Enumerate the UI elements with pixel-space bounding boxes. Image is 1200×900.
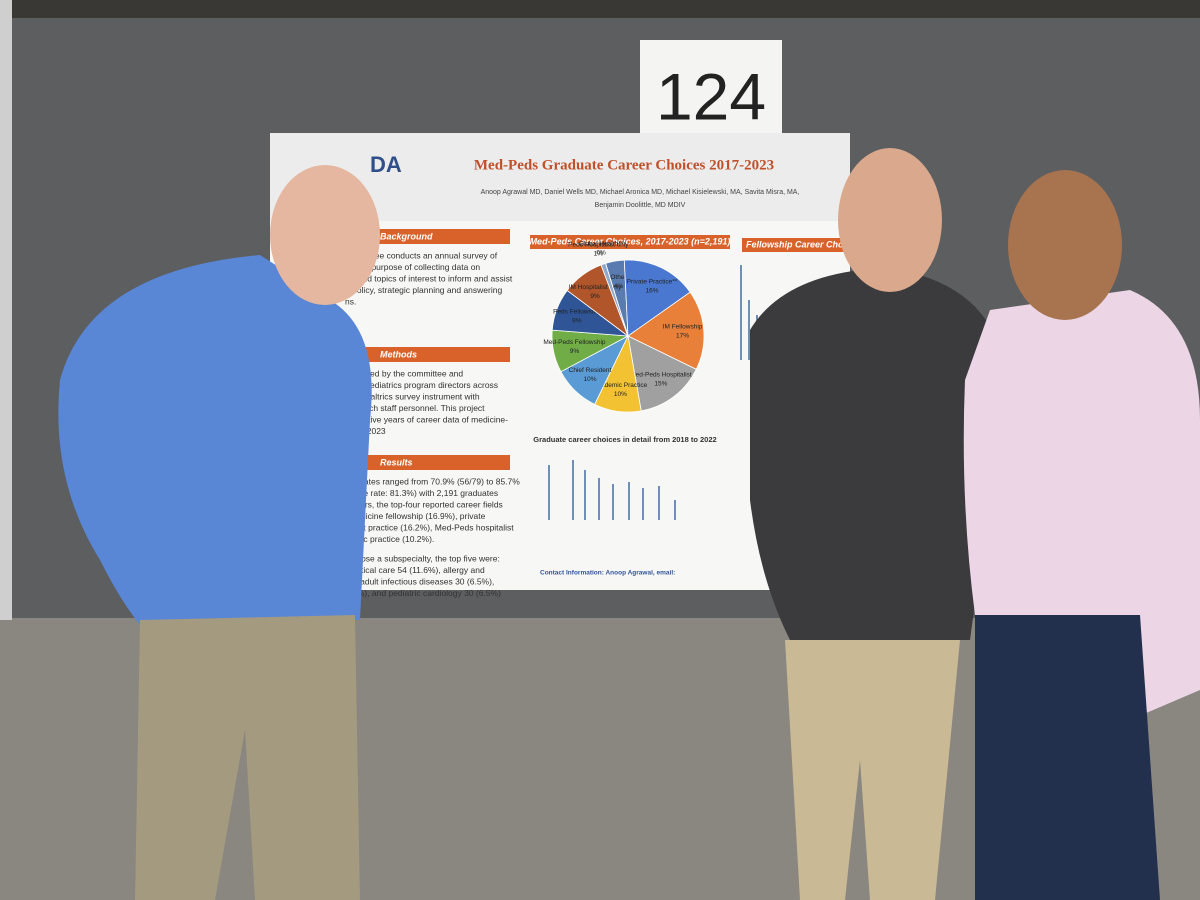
section-line: icine-pediatrics program directors acros… [345, 380, 498, 390]
middle-person-head [838, 148, 942, 292]
contact: Contact Information: Anoop Agrawal, emai… [540, 570, 675, 577]
pie-value-label: 4% [614, 283, 624, 290]
bar-chart-title: Graduate career choices in detail from 2… [533, 435, 716, 444]
right-person-head [1008, 170, 1122, 320]
section-line: ponse rate: 81.3%) with 2,191 graduates [345, 488, 498, 498]
section-line: 6.5%), and pediatric cardiology 30 (6.5%… [345, 588, 501, 598]
pie-label: Peds Fellowship [553, 308, 601, 315]
section-heading-bar [360, 347, 510, 362]
pie-value-label: 10% [583, 376, 596, 383]
pie-value-label: 9% [572, 317, 582, 324]
fellowship-heading: Fellowship Career Choic [746, 239, 851, 249]
pie-slice [627, 335, 697, 412]
section-line: ns. [345, 296, 356, 306]
section-line: h policy, strategic planning and answeri… [345, 285, 502, 295]
section-heading: Results [380, 457, 413, 467]
pie-label: Private Practice** [627, 279, 678, 286]
pie-value-label: 0% [596, 250, 606, 257]
left-person-shirt [58, 255, 372, 625]
section-line: nse rates ranged from 70.9% (56/79) to 8… [345, 476, 520, 486]
section-line: o chose a subspecialty, the top five wer… [345, 553, 500, 563]
pie-value-label: 9% [570, 348, 580, 355]
section-line: research staff personnel. This project [345, 403, 485, 413]
pie-value-label: 17% [676, 332, 689, 339]
pie-label: Peds Hospitalist only [568, 241, 629, 248]
left-person-pants [135, 615, 360, 900]
section-line: the Qualtrics survey instrument with [345, 391, 480, 401]
section-line: designed by the committee and [345, 368, 463, 378]
pie-label: Med-Peds Hospitalist [630, 371, 692, 378]
left-edge [0, 0, 12, 620]
section-line: atient practice (16.2%), Med-Peds hospit… [345, 522, 514, 532]
pie-label: Other [610, 274, 627, 281]
section-heading: Methods [380, 349, 417, 359]
pie-slice [627, 291, 705, 370]
section-line: l medicine fellowship (16.9%), private [345, 511, 486, 521]
section-heading-bar [360, 455, 510, 470]
pie-heading: Med-Peds Career Choices, 2017-2023 (n=2,… [530, 236, 731, 246]
section-line: committee conducts an annual survey of [345, 250, 498, 260]
right-person-jeans [975, 615, 1160, 900]
middle-person-shirt [750, 270, 1005, 640]
right-person-shirt [963, 290, 1200, 720]
section-heading-bar [360, 229, 510, 244]
pie-label: IM Fellowship [663, 323, 703, 330]
pie-value-label: 15% [654, 380, 667, 387]
section-line: ll years, the top-four reported career f… [345, 499, 503, 509]
pie-value-label: 10% [614, 391, 627, 398]
pie-label: Chief Resident [569, 367, 612, 374]
poster-authors: Benjamin Doolittle, MD MDIV [595, 202, 686, 209]
pie-value-label: 16% [645, 288, 658, 295]
pie-label: Global Health** [579, 241, 624, 248]
booth-number: 124 [656, 59, 766, 133]
pie-value-label: 9% [590, 293, 600, 300]
pie-label: Med-Peds Fellowship [543, 339, 606, 346]
poster-authors: Anoop Agrawal MD, Daniel Wells MD, Micha… [481, 189, 800, 196]
section-heading: Background [380, 231, 433, 241]
poster-title: Med-Peds Graduate Career Choices 2017-20… [474, 157, 774, 173]
pie-slice [600, 262, 629, 337]
pie-label: Academic Practice [593, 382, 647, 389]
pie-label: IM Hospitalist only [569, 284, 622, 291]
section-line: umulative years of career data of medici… [345, 414, 508, 424]
pie-slice [623, 259, 691, 337]
middle-person-pants [785, 640, 960, 900]
section-line: d critical care 54 (11.6%), allergy and [345, 565, 485, 575]
section-line: ics and topics of interest to inform and… [345, 273, 513, 283]
section-line: %), adult infectious diseases 30 (6.5%), [345, 576, 494, 586]
poster-logo: DA [370, 152, 402, 177]
left-person-head [270, 165, 380, 305]
pie-heading-bar [530, 235, 730, 249]
section-line: for the purpose of collecting data on [345, 262, 480, 272]
section-line: demic practice (10.2%). [345, 534, 434, 544]
fellowship-heading-bar [742, 238, 850, 252]
people [58, 148, 1200, 900]
pie-value-label: 1% [594, 250, 604, 257]
